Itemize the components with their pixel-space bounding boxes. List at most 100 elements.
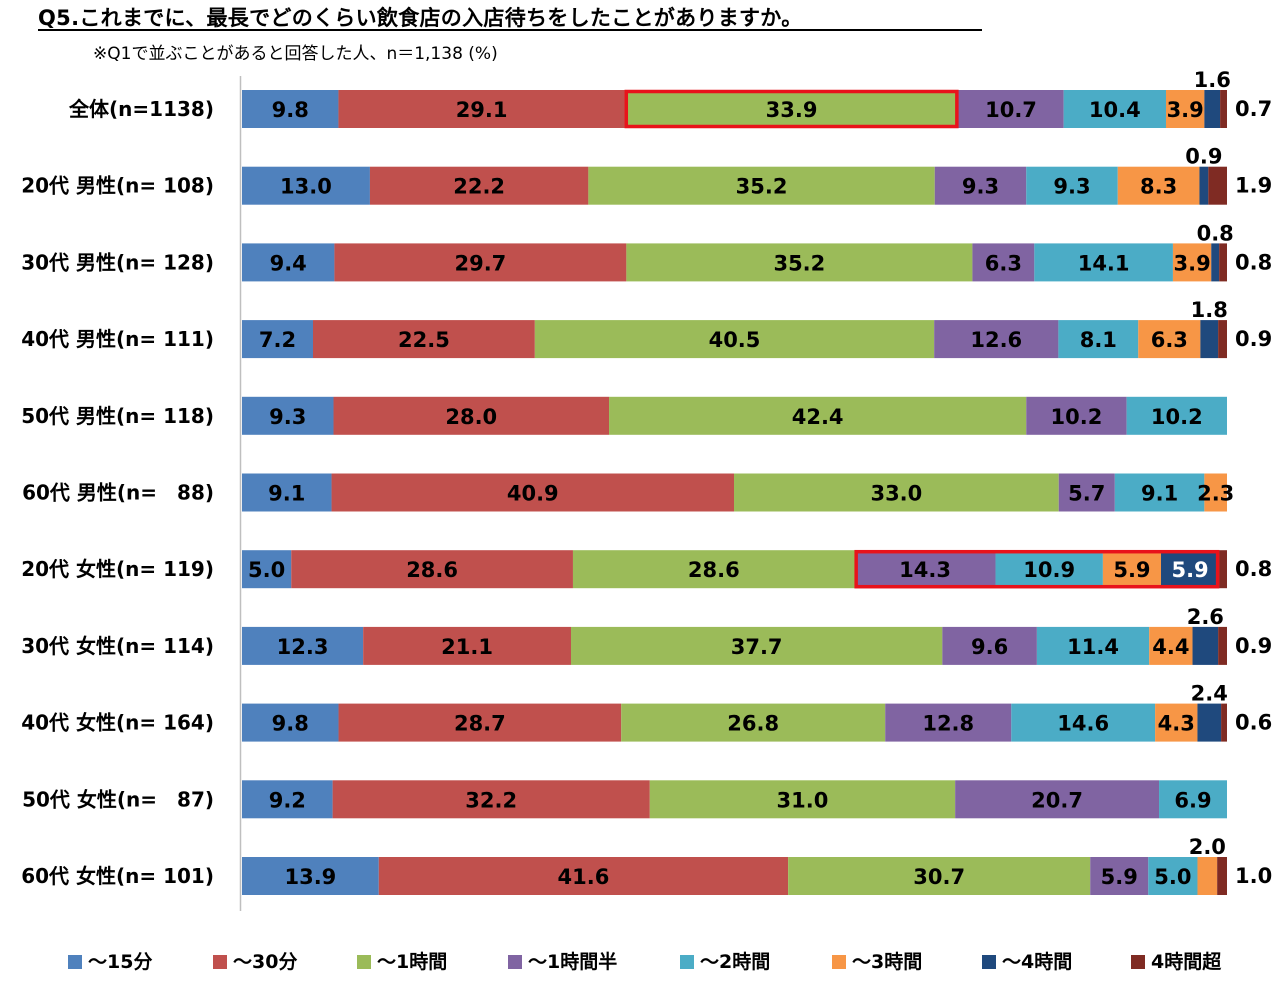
bar-segment — [1217, 857, 1227, 895]
bar-segment — [788, 857, 1091, 895]
bar-segment — [338, 703, 622, 742]
data-label: 0.6 — [1235, 711, 1272, 735]
bar-segment — [242, 857, 379, 895]
data-label: 0.8 — [1235, 250, 1272, 274]
data-label: 2.0 — [1189, 835, 1226, 859]
bar-segment — [1036, 626, 1150, 665]
bar-segment — [1197, 703, 1222, 742]
data-label: 11.4 — [1067, 635, 1119, 659]
bar-segment — [331, 473, 735, 512]
category-label: 50代 男性(n= 118) — [21, 404, 214, 428]
bar-segment — [363, 626, 571, 665]
legend-label: ～15分 — [88, 951, 152, 973]
data-label: 5.9 — [1171, 558, 1208, 582]
data-label: 40.5 — [709, 328, 761, 352]
data-label: 9.8 — [272, 712, 309, 736]
legend-swatch — [1131, 955, 1145, 969]
bar-segment — [334, 243, 627, 282]
bar-segment — [626, 243, 973, 282]
bar-segment — [242, 703, 339, 742]
data-label: 0.8 — [1197, 221, 1234, 245]
data-label: 9.3 — [1053, 175, 1090, 199]
bar-segment — [942, 626, 1037, 665]
data-label: 28.6 — [688, 558, 740, 582]
bar-segment — [338, 90, 625, 128]
data-label: 0.9 — [1235, 327, 1272, 351]
bar-segment — [1102, 550, 1162, 589]
bar-segment — [1034, 243, 1173, 282]
bar-segment — [1219, 243, 1227, 282]
data-label: 35.2 — [736, 175, 788, 199]
data-label: 3.9 — [1174, 251, 1211, 275]
legend-label: 4時間超 — [1151, 950, 1222, 973]
bar-segment — [1114, 473, 1205, 512]
data-label: 5.0 — [248, 558, 285, 582]
bar-segment — [1172, 243, 1212, 282]
category-label: 全体(n=1138) — [68, 97, 214, 121]
bar-segment — [1204, 90, 1221, 128]
data-label: 1.6 — [1194, 68, 1231, 92]
bar-segment — [972, 243, 1035, 282]
bar-segment — [534, 320, 935, 359]
bar-segment — [1159, 780, 1227, 819]
bar-segment — [242, 473, 332, 512]
category-label: 20代 男性(n= 108) — [21, 174, 214, 198]
data-label: 35.2 — [773, 251, 825, 275]
bar-segment — [1208, 166, 1227, 205]
data-label: 0.8 — [1235, 557, 1272, 581]
data-label: 28.6 — [406, 558, 458, 582]
data-label: 0.9 — [1185, 145, 1222, 169]
data-label: 14.1 — [1078, 251, 1130, 275]
bar-segment — [1192, 626, 1219, 665]
data-label: 1.8 — [1191, 298, 1228, 322]
data-label: 2.3 — [1197, 482, 1234, 506]
category-label: 30代 男性(n= 128) — [21, 250, 214, 274]
data-label: 8.3 — [1140, 175, 1177, 199]
bar-segment — [955, 780, 1160, 819]
data-label: 9.1 — [268, 482, 305, 506]
legend-label: ～1時間 — [377, 951, 447, 973]
category-label: 40代 女性(n= 164) — [21, 711, 214, 735]
bar-segment — [934, 320, 1059, 359]
legend-swatch — [213, 955, 227, 969]
highlight-box — [624, 89, 959, 129]
bar-segment — [1161, 550, 1220, 589]
bar-segment — [1148, 857, 1198, 895]
data-label: 5.9 — [1113, 558, 1150, 582]
bar-segment — [1149, 626, 1193, 665]
data-label: 33.0 — [870, 482, 922, 506]
data-label: 22.5 — [398, 328, 450, 352]
data-label: 10.2 — [1051, 405, 1103, 429]
data-label: 40.9 — [507, 482, 559, 506]
data-label: 10.2 — [1151, 405, 1203, 429]
data-label: 9.8 — [272, 98, 309, 122]
bar-segment — [1218, 320, 1227, 359]
bar-segment — [854, 550, 996, 589]
bar-segment — [1058, 320, 1139, 359]
bar-segment — [1204, 473, 1227, 512]
legend-swatch — [357, 955, 371, 969]
bar-segment — [1058, 473, 1115, 512]
data-label: 1.9 — [1235, 174, 1272, 198]
bar-segment — [609, 396, 1027, 435]
bar-segment — [378, 857, 789, 895]
bar-segment — [934, 166, 1027, 205]
bar-segment — [242, 166, 370, 205]
data-label: 2.4 — [1191, 682, 1228, 706]
data-label: 42.4 — [792, 405, 844, 429]
data-label: 10.4 — [1089, 98, 1141, 122]
category-label: 20代 女性(n= 119) — [21, 557, 214, 581]
data-label: 9.1 — [1141, 482, 1178, 506]
legend-swatch — [680, 955, 694, 969]
highlight-box — [854, 549, 1220, 589]
category-label: 40代 男性(n= 111) — [21, 327, 214, 351]
bar-segment — [1199, 166, 1209, 205]
bar-segment — [1138, 320, 1201, 359]
data-label: 6.3 — [1151, 328, 1188, 352]
bar-segment — [1155, 703, 1198, 742]
data-label: 9.2 — [269, 788, 306, 812]
data-label: 4.3 — [1158, 712, 1195, 736]
bar-segment — [242, 243, 335, 282]
data-label: 9.4 — [270, 251, 307, 275]
data-label: 14.6 — [1057, 712, 1109, 736]
